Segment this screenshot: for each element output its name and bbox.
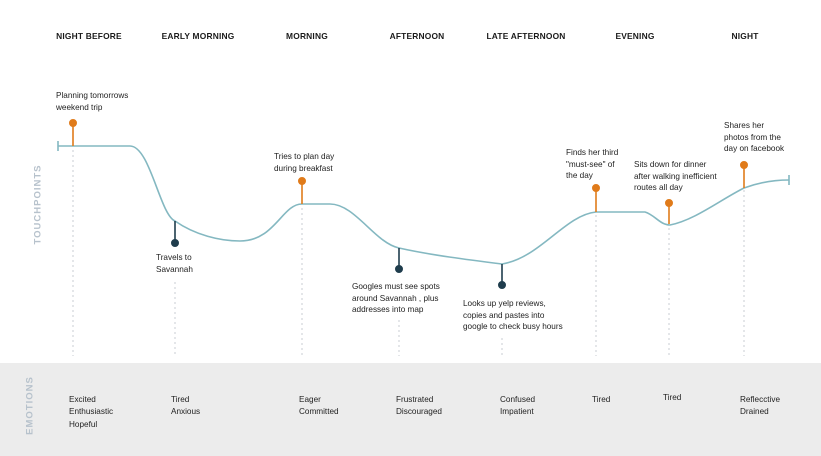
phase-header-night: NIGHT	[731, 31, 759, 41]
touchpoint-note-facebook: Shares her photos from the day on facebo…	[724, 121, 785, 154]
touchpoint-note-dinner: Sits down for dinner after walking ineff…	[634, 160, 717, 193]
emotion-late-afternoon: Confused Impatient	[500, 395, 536, 417]
touchpoint-marker-up	[69, 119, 78, 128]
touchpoint-marker-down	[394, 264, 403, 273]
emotion-afternoon: Frustrated Discouraged	[396, 395, 442, 417]
emotion-evening-1: Tired	[592, 395, 611, 404]
touchpoint-note-breakfast: Tries to plan day during breakfast	[274, 152, 335, 173]
emotion-night-before: Excited Enthusiastic Hopeful	[69, 395, 114, 429]
touchpoint-marker-down	[497, 280, 506, 289]
phase-header-late-afternoon: LATE AFTERNOON	[486, 31, 566, 41]
touchpoint-note-yelp: Looks up yelp reviews, copies and pastes…	[463, 299, 563, 332]
phase-header-night-before: NIGHT BEFORE	[56, 31, 122, 41]
touchpoint-note-travels: Travels to Savannah	[156, 253, 193, 274]
touchpoint-marker-up	[664, 199, 673, 208]
phase-header-evening: EVENING	[615, 31, 655, 41]
emotion-early-morning: Tired Anxious	[171, 395, 201, 417]
emotions-band	[0, 363, 821, 456]
phase-header-afternoon: AFTERNOON	[389, 31, 445, 41]
journey-curve	[58, 145, 790, 265]
touchpoint-note-planning: Planning tomorrows weekend trip	[56, 91, 129, 112]
touchpoint-marker-up	[591, 184, 600, 193]
touchpoint-marker-up	[739, 161, 748, 170]
touchpoint-marker-down	[171, 239, 180, 248]
touchpoint-note-must-see: Finds her third "must-see" of the day	[566, 148, 619, 181]
emotion-evening-2: Tired	[663, 393, 682, 402]
touchpoint-marker-up	[297, 177, 306, 186]
emotion-morning: Eager Committed	[299, 395, 339, 417]
phase-header-morning: MORNING	[286, 31, 328, 41]
touchpoint-note-googles: Googles must see spots around Savannah ,…	[352, 282, 440, 315]
phase-header-early-morning: EARLY MORNING	[161, 31, 235, 41]
emotion-night: Reflecctive Drained	[740, 395, 781, 417]
